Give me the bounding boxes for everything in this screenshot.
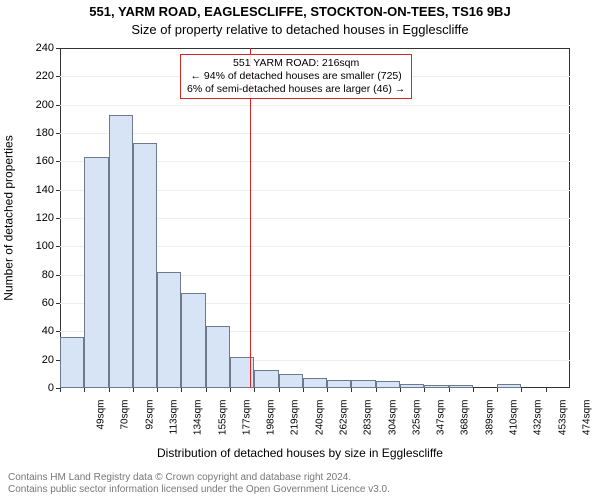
- gridline-h: [60, 133, 570, 134]
- histogram-bar: [303, 378, 327, 388]
- histogram-bar: [109, 115, 133, 388]
- x-tick-mark: [497, 388, 498, 392]
- x-tick-mark: [279, 388, 280, 392]
- x-tick-mark: [133, 388, 134, 392]
- footer-attribution: Contains HM Land Registry data © Crown c…: [8, 472, 390, 496]
- x-tick-label: 240sqm: [314, 400, 325, 450]
- y-tick-mark: [56, 133, 60, 134]
- histogram-bar: [424, 385, 448, 388]
- x-tick-mark: [109, 388, 110, 392]
- x-tick-label: 113sqm: [169, 400, 180, 450]
- y-tick-label: 120: [0, 212, 54, 224]
- y-tick-label: 140: [0, 184, 54, 196]
- y-tick-label: 180: [0, 127, 54, 139]
- histogram-bar: [279, 374, 303, 388]
- y-tick-mark: [56, 190, 60, 191]
- x-tick-mark: [60, 388, 61, 392]
- y-tick-mark: [56, 161, 60, 162]
- histogram-bar: [254, 370, 278, 388]
- y-tick-label: 220: [0, 70, 54, 82]
- x-tick-mark: [181, 388, 182, 392]
- y-tick-mark: [56, 331, 60, 332]
- chart-container: 551, YARM ROAD, EAGLESCLIFFE, STOCKTON-O…: [0, 0, 600, 500]
- histogram-bar: [181, 293, 205, 388]
- y-tick-label: 80: [0, 269, 54, 281]
- x-tick-label: 453sqm: [557, 400, 568, 450]
- x-tick-label: 347sqm: [436, 400, 447, 450]
- x-tick-label: 283sqm: [363, 400, 374, 450]
- histogram-bar: [351, 380, 375, 389]
- x-tick-mark: [351, 388, 352, 392]
- chart-title-sub: Size of property relative to detached ho…: [0, 22, 600, 37]
- x-tick-mark: [84, 388, 85, 392]
- x-tick-label: 134sqm: [193, 400, 204, 450]
- x-tick-mark: [230, 388, 231, 392]
- x-tick-mark: [424, 388, 425, 392]
- histogram-bar: [60, 337, 84, 388]
- x-tick-mark: [400, 388, 401, 392]
- x-tick-mark: [327, 388, 328, 392]
- y-tick-mark: [56, 275, 60, 276]
- histogram-bar: [449, 385, 473, 388]
- x-tick-label: 389sqm: [484, 400, 495, 450]
- y-tick-mark: [56, 246, 60, 247]
- histogram-bar: [157, 272, 181, 388]
- y-tick-label: 200: [0, 99, 54, 111]
- x-tick-label: 368sqm: [460, 400, 471, 450]
- footer-line-2: Contains public sector information licen…: [8, 484, 390, 496]
- y-tick-label: 0: [0, 382, 54, 394]
- annotation-line: ← 94% of detached houses are smaller (72…: [187, 70, 405, 83]
- y-tick-label: 20: [0, 354, 54, 366]
- x-tick-mark: [546, 388, 547, 392]
- x-tick-mark: [473, 388, 474, 392]
- chart-title-main: 551, YARM ROAD, EAGLESCLIFFE, STOCKTON-O…: [0, 4, 600, 19]
- x-tick-label: 198sqm: [266, 400, 277, 450]
- x-tick-mark: [521, 388, 522, 392]
- histogram-bar: [327, 380, 351, 389]
- annotation-line: 551 YARM ROAD: 216sqm: [187, 57, 405, 70]
- histogram-bar: [376, 381, 400, 388]
- x-tick-mark: [157, 388, 158, 392]
- histogram-bar: [206, 326, 230, 388]
- annotation-line: 6% of semi-detached houses are larger (4…: [187, 83, 405, 96]
- histogram-bar: [497, 384, 521, 388]
- histogram-bar: [400, 384, 424, 388]
- x-tick-label: 49sqm: [96, 400, 107, 450]
- y-tick-label: 100: [0, 240, 54, 252]
- plot-area: 551 YARM ROAD: 216sqm← 94% of detached h…: [60, 48, 570, 388]
- x-tick-label: 304sqm: [387, 400, 398, 450]
- histogram-bar: [133, 143, 157, 388]
- x-tick-label: 474sqm: [581, 400, 592, 450]
- y-tick-label: 60: [0, 297, 54, 309]
- x-tick-mark: [254, 388, 255, 392]
- gridline-h: [60, 105, 570, 106]
- x-tick-mark: [303, 388, 304, 392]
- y-tick-mark: [56, 303, 60, 304]
- y-tick-label: 160: [0, 155, 54, 167]
- y-tick-mark: [56, 76, 60, 77]
- x-tick-mark: [449, 388, 450, 392]
- x-tick-mark: [376, 388, 377, 392]
- x-tick-label: 177sqm: [241, 400, 252, 450]
- x-tick-label: 70sqm: [120, 400, 131, 450]
- x-tick-label: 432sqm: [533, 400, 544, 450]
- x-tick-label: 325sqm: [411, 400, 422, 450]
- x-tick-label: 219sqm: [290, 400, 301, 450]
- y-tick-label: 240: [0, 42, 54, 54]
- x-tick-label: 262sqm: [339, 400, 350, 450]
- y-tick-mark: [56, 48, 60, 49]
- x-tick-label: 92sqm: [144, 400, 155, 450]
- x-tick-label: 410sqm: [509, 400, 520, 450]
- footer-line-1: Contains HM Land Registry data © Crown c…: [8, 472, 390, 484]
- y-tick-mark: [56, 218, 60, 219]
- y-tick-mark: [56, 105, 60, 106]
- x-tick-mark: [206, 388, 207, 392]
- y-tick-label: 40: [0, 325, 54, 337]
- x-tick-label: 155sqm: [217, 400, 228, 450]
- histogram-bar: [84, 157, 108, 388]
- annotation-box: 551 YARM ROAD: 216sqm← 94% of detached h…: [180, 54, 412, 99]
